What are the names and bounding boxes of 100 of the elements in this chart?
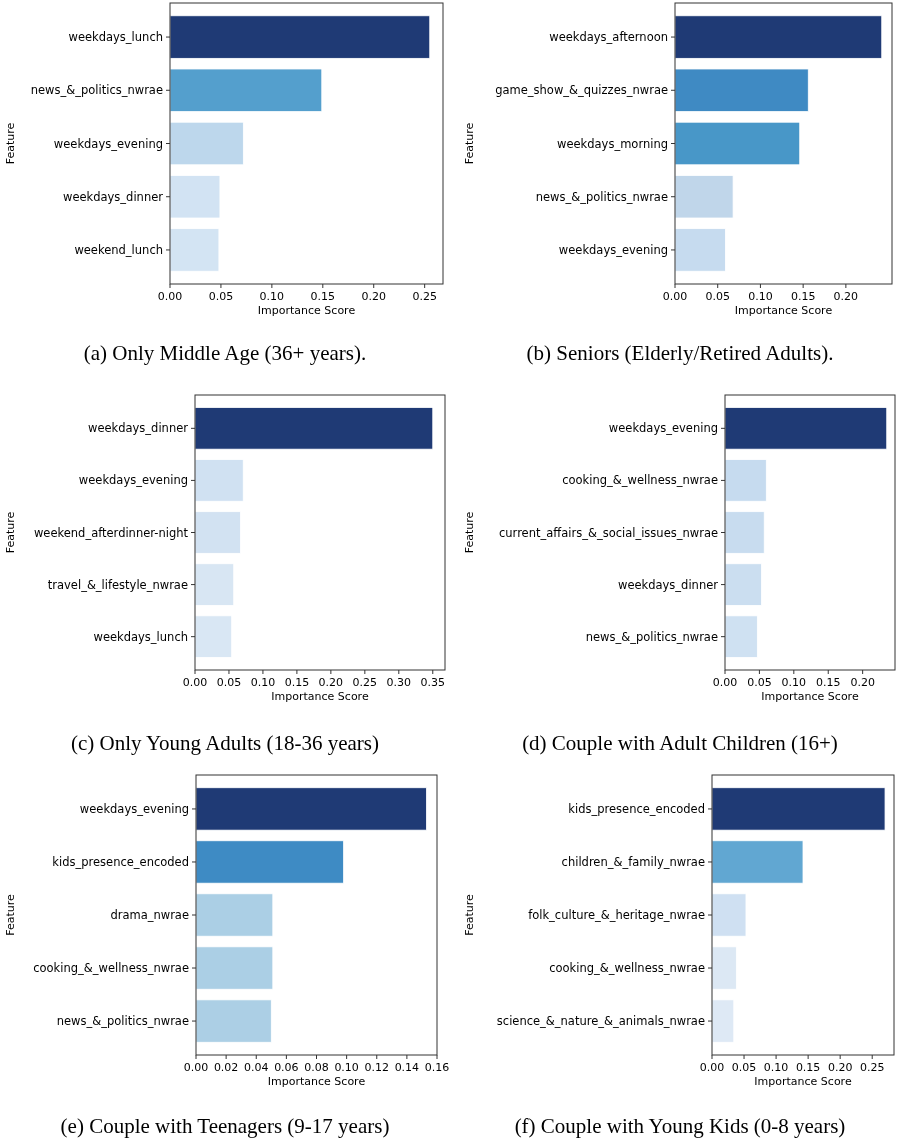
y-tick-label: kids_presence_encoded (52, 854, 189, 869)
bar (724, 407, 888, 450)
x-tick-label: 0.15 (310, 290, 336, 303)
y-tick-label: cooking_&_wellness_nwrae (549, 961, 705, 976)
y-tick-label: kids_presence_encoded (568, 801, 705, 816)
text: (d) Couple with Adult Children (16+) (522, 731, 838, 755)
bar (674, 15, 883, 59)
y-tick-label: news_&_politics_nwrae (56, 1014, 189, 1029)
y-axis-title: Feature (463, 893, 476, 936)
x-axis-title: Importance Score (754, 1075, 852, 1088)
bar (195, 946, 274, 990)
y-axis-title: Feature (4, 893, 17, 936)
x-tick-label: 0.00 (662, 290, 688, 303)
y-tick-label: weekdays_dinner (618, 577, 719, 592)
y-tick-label: weekdays_evening (558, 242, 668, 257)
y-tick-label: cooking_&_wellness_nwrae (562, 473, 718, 488)
x-tick-label: 0.10 (259, 290, 285, 303)
x-tick-label: 0.15 (815, 676, 841, 689)
bar (674, 175, 734, 219)
y-tick-label: science_&_nature_&_animals_nwrae (496, 1014, 705, 1029)
y-tick-label: weekdays_lunch (93, 629, 188, 644)
bar (711, 840, 804, 884)
y-tick-label: weekdays_dinner (88, 421, 189, 436)
bar (195, 840, 345, 884)
x-tick-label: 0.20 (361, 290, 386, 303)
x-tick-label: 0.10 (763, 1061, 789, 1074)
y-tick-label: weekdays_lunch (68, 30, 163, 45)
x-tick-label: 0.04 (244, 1061, 269, 1074)
x-tick-label: 0.25 (412, 290, 437, 303)
x-tick-label: 0.12 (364, 1061, 389, 1074)
x-axis-title: Importance Score (267, 1075, 366, 1088)
y-axis-title: Feature (463, 511, 476, 554)
x-tick-label: 0.14 (394, 1061, 420, 1074)
x-tick-label: 0.10 (334, 1061, 359, 1074)
y-tick-label: children_&_family_nwrae (561, 854, 705, 869)
x-tick-label: 0.20 (850, 676, 875, 689)
y-tick-label: weekdays_evening (79, 801, 189, 816)
y-tick-label: game_show_&_quizzes_nwrae (495, 83, 668, 98)
x-tick-label: 0.08 (304, 1061, 329, 1074)
y-tick-label: folk_culture_&_heritage_nwrae (528, 908, 705, 923)
y-tick-label: weekdays_evening (608, 421, 718, 436)
bar (724, 563, 762, 606)
y-tick-label: weekdays_afternoon (549, 30, 668, 45)
x-tick-label: 0.25 (352, 676, 378, 689)
x-tick-label: 0.00 (712, 676, 738, 689)
x-tick-label: 0.05 (731, 1061, 757, 1074)
y-axis-title: Feature (4, 511, 17, 554)
y-tick-label: drama_nwrae (110, 908, 189, 923)
y-tick-label: news_&_politics_nwrae (585, 629, 718, 644)
x-axis-title: Importance Score (271, 690, 369, 703)
bar (711, 787, 886, 831)
bar (674, 121, 801, 166)
y-tick-label: travel_&_lifestyle_nwrae (47, 577, 188, 592)
bar (169, 175, 221, 219)
x-tick-label: 0.30 (386, 676, 412, 689)
y-axis-title: Feature (4, 122, 17, 165)
bar (674, 228, 726, 272)
text: (c) Only Young Adults (18-36 years) (71, 731, 379, 755)
x-tick-label: 0.00 (157, 290, 183, 303)
bar (724, 615, 758, 658)
x-tick-label: 0.16 (424, 1061, 450, 1074)
x-tick-label: 0.05 (705, 290, 730, 303)
text: (a) Only Middle Age (36+ years). (83, 341, 367, 365)
bar (724, 459, 767, 502)
text: (e) Couple with Teenagers (9-17 years) (60, 1114, 390, 1138)
bar (194, 459, 244, 502)
bar (169, 121, 244, 166)
x-tick-label: 0.20 (827, 1061, 853, 1074)
y-tick-label: news_&_politics_nwrae (30, 83, 163, 98)
bar (194, 563, 235, 606)
x-tick-label: 0.06 (274, 1061, 299, 1074)
x-tick-label: 0.25 (859, 1061, 885, 1074)
x-tick-label: 0.10 (748, 290, 773, 303)
x-tick-label: 0.00 (182, 676, 208, 689)
bar (674, 68, 809, 112)
x-tick-label: 0.05 (747, 676, 772, 689)
x-tick-label: 0.00 (183, 1061, 209, 1074)
y-tick-label: weekdays_evening (78, 473, 188, 488)
y-tick-label: cooking_&_wellness_nwrae (33, 961, 189, 976)
y-tick-label: weekdays_dinner (63, 189, 164, 204)
x-axis-title: Importance Score (257, 304, 356, 317)
y-tick-label: weekdays_morning (557, 136, 668, 151)
y-tick-label: current_affairs_&_social_issues_nwrae (499, 525, 718, 540)
y-axis-title: Feature (463, 122, 476, 165)
y-tick-label: weekdays_evening (53, 136, 163, 151)
x-tick-label: 0.05 (208, 290, 234, 303)
bar (195, 787, 427, 831)
bar (194, 407, 434, 450)
bar (724, 511, 765, 554)
x-tick-label: 0.15 (284, 676, 310, 689)
x-axis-title: Importance Score (761, 690, 859, 703)
bar (711, 999, 735, 1043)
text: (f) Couple with Young Kids (0-8 years) (514, 1114, 846, 1138)
bar (169, 15, 431, 59)
x-tick-label: 0.35 (420, 676, 446, 689)
y-tick-label: news_&_politics_nwrae (535, 189, 668, 204)
x-tick-label: 0.15 (790, 290, 816, 303)
bar (169, 228, 220, 272)
x-tick-label: 0.20 (318, 676, 344, 689)
text: (b) Seniors (Elderly/Retired Adults). (526, 341, 834, 365)
